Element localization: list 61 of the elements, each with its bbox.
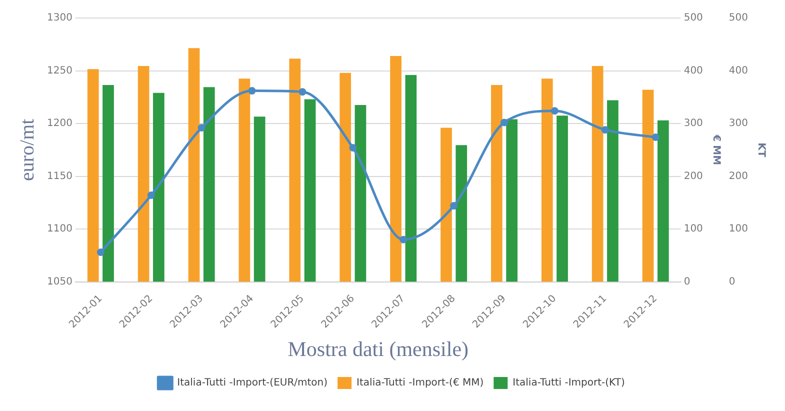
bar xyxy=(304,99,316,282)
y2-tick-label: 200 xyxy=(684,170,703,182)
y-tick-label: 1050 xyxy=(46,276,72,288)
bar xyxy=(491,85,502,282)
y2-tick-label: 400 xyxy=(684,65,703,76)
bar xyxy=(102,85,114,282)
legend-label: Italia-Tutti -Import-(EUR/mton) xyxy=(177,378,328,389)
legend-label: Italia-Tutti -Import-(€ MM) xyxy=(356,378,484,389)
bar xyxy=(188,48,200,282)
y-axis-title: euro/mt xyxy=(16,118,38,181)
y2-tick-label: 500 xyxy=(684,12,703,24)
bar xyxy=(506,119,518,282)
bar xyxy=(238,78,250,282)
y3-tick-label: 300 xyxy=(728,118,748,130)
point xyxy=(550,107,558,115)
point xyxy=(96,248,104,256)
bar xyxy=(657,120,669,282)
bar xyxy=(354,105,366,282)
y-tick-label: 1250 xyxy=(46,65,72,76)
y2-tick-label: 0 xyxy=(684,276,690,288)
point xyxy=(198,124,206,132)
bar xyxy=(541,78,553,282)
bar xyxy=(456,145,468,282)
y3-tick-label: 400 xyxy=(728,65,748,76)
bar xyxy=(153,92,164,282)
point xyxy=(349,144,357,152)
bar xyxy=(340,72,352,282)
bar xyxy=(289,58,301,282)
point xyxy=(450,202,458,210)
y2-axis-title: € MM xyxy=(710,134,722,166)
point xyxy=(400,236,408,244)
y-tick-label: 1150 xyxy=(46,170,72,182)
point xyxy=(500,118,508,126)
bar xyxy=(405,74,417,282)
bar xyxy=(607,100,618,282)
y3-tick-label: 0 xyxy=(728,276,736,288)
bar xyxy=(138,66,150,282)
point xyxy=(147,192,155,200)
bar xyxy=(203,87,215,282)
point xyxy=(652,133,660,141)
y3-axis-title: KT xyxy=(755,142,766,158)
y-tick-label: 1200 xyxy=(46,118,72,130)
bar xyxy=(642,90,654,282)
y2-tick-label: 100 xyxy=(684,224,703,235)
y3-tick-label: 200 xyxy=(728,170,748,182)
bar xyxy=(87,69,99,282)
y-tick-label: 1100 xyxy=(46,224,72,235)
bar xyxy=(390,56,402,282)
bar xyxy=(592,66,604,282)
point xyxy=(248,87,256,95)
point xyxy=(298,88,306,96)
point xyxy=(601,126,609,134)
legend-label: Italia-Tutti -Import-(KT) xyxy=(512,378,625,389)
bar xyxy=(440,128,452,282)
y2-tick-label: 300 xyxy=(684,118,703,130)
y-tick-label: 1300 xyxy=(46,12,72,24)
y3-tick-label: 500 xyxy=(728,12,748,24)
bar xyxy=(556,116,568,282)
x-axis-title: Mostra dati (mensile) xyxy=(288,336,469,361)
y3-tick-label: 100 xyxy=(728,224,748,235)
bar xyxy=(254,116,266,282)
